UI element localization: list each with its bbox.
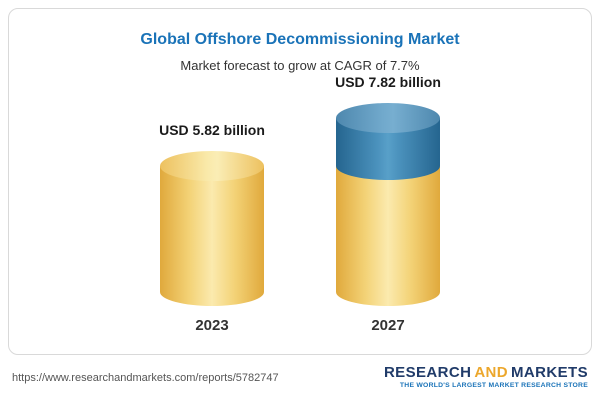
chart-card: Global Offshore Decommissioning Market M…: [8, 8, 592, 355]
year-label-2027: 2027: [371, 317, 405, 334]
logo-word-markets: MARKETS: [511, 364, 588, 382]
bar-column-2023: USD 5.82 billion 2023: [150, 122, 274, 334]
value-label-2027: USD 7.82 billion: [335, 74, 441, 90]
value-label-2023: USD 5.82 billion: [159, 122, 265, 138]
logo-word-and: AND: [474, 364, 509, 382]
cylinder-cap-yellow-2023: [160, 151, 264, 181]
logo-word-research: RESEARCH: [383, 364, 472, 382]
footer: https://www.researchandmarkets.com/repor…: [0, 355, 600, 400]
chart-subtitle: Market forecast to grow at CAGR of 7.7%: [180, 58, 420, 73]
year-label-2023: 2023: [195, 317, 229, 334]
logo-wordmark: RESEARCH AND MARKETS: [384, 365, 588, 380]
cylinder-body-yellow-2027: [336, 166, 440, 306]
logo-tagline: THE WORLD'S LARGEST MARKET RESEARCH STOR…: [399, 382, 588, 390]
cylinder-2023: [160, 151, 264, 306]
cylinder-2027: [336, 103, 440, 306]
chart-title: Global Offshore Decommissioning Market: [140, 31, 460, 48]
report-url: https://www.researchandmarkets.com/repor…: [12, 371, 279, 384]
cylinder-bar-chart: USD 5.82 billion 2023 USD 7.82 billion 2…: [9, 74, 591, 334]
cylinder-body-yellow-2023: [160, 166, 264, 306]
bar-column-2027: USD 7.82 billion 2027: [326, 74, 450, 334]
cylinder-cap-blue-2027: [336, 103, 440, 133]
researchandmarkets-logo: RESEARCH AND MARKETS THE WORLD'S LARGEST M…: [384, 365, 588, 390]
